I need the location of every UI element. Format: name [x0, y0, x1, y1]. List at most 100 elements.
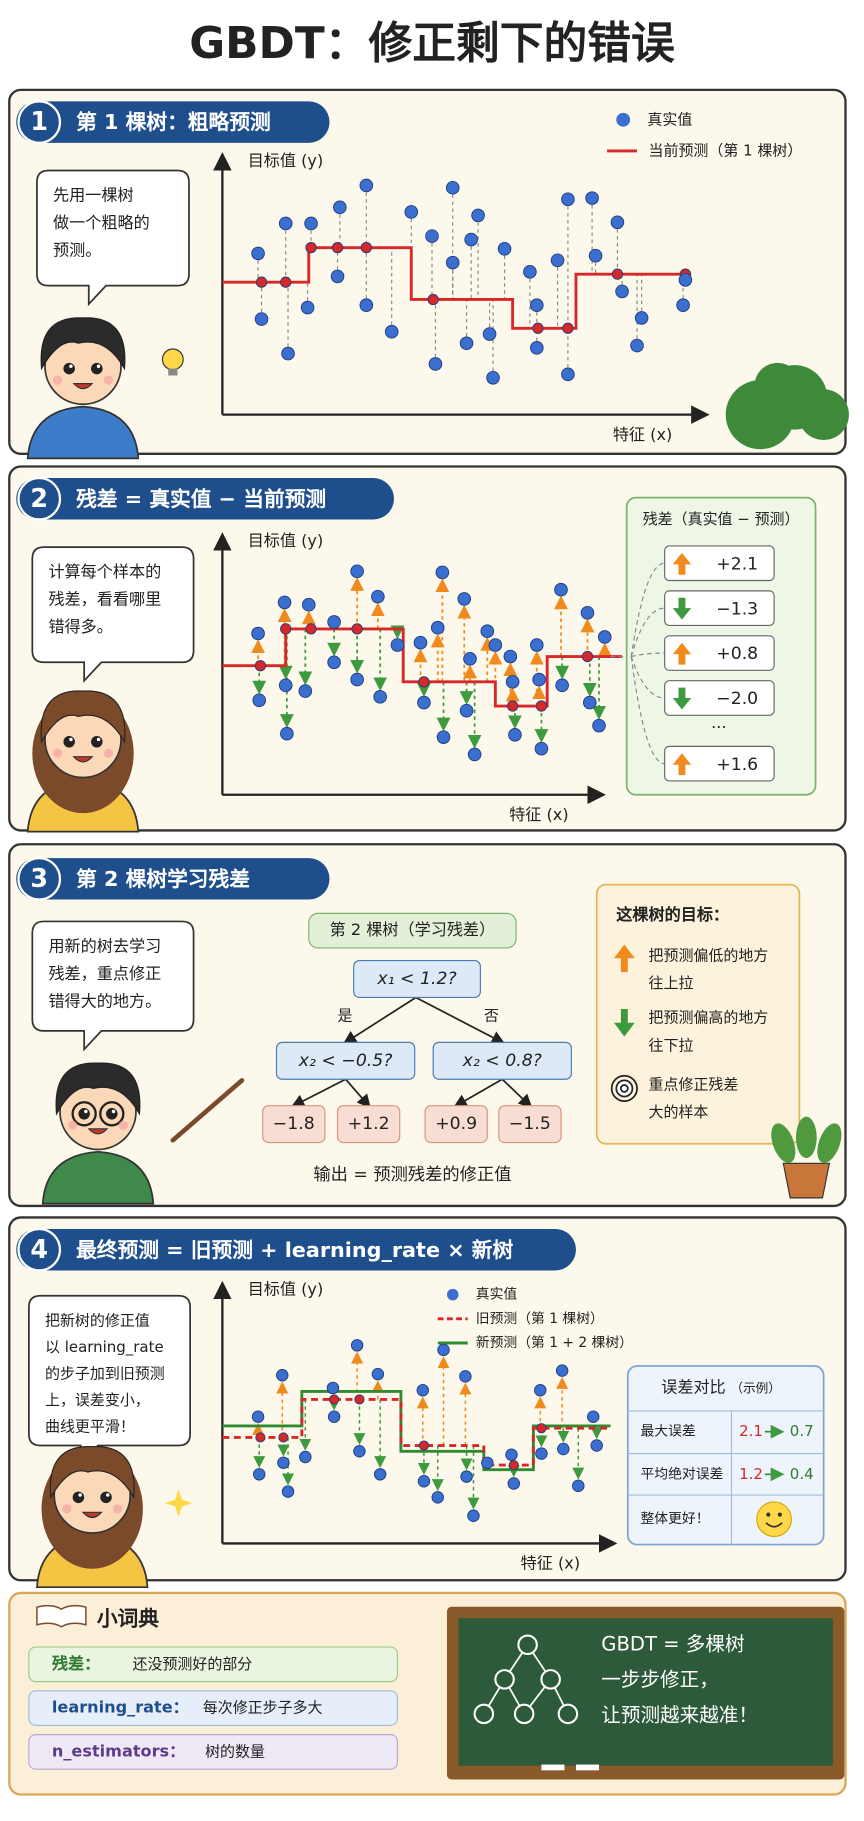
smiley-mouth: [765, 1522, 783, 1528]
point: [530, 298, 544, 313]
blackboard-text: 一步步修正，: [601, 1668, 718, 1691]
point: [305, 241, 317, 254]
up-arrow-icon: [672, 753, 692, 776]
character-cheek: [103, 375, 113, 385]
character-eye: [72, 1491, 85, 1504]
point: [555, 1364, 569, 1377]
point: [416, 1384, 430, 1397]
point: [417, 1474, 431, 1488]
point: [418, 1440, 430, 1451]
leaf-value: −1.8: [273, 1114, 315, 1134]
legend-label: 旧预测（第 1 棵树）: [476, 1310, 604, 1327]
error-before: 2.1: [739, 1422, 763, 1440]
speech-text: 做一个粗略的: [53, 213, 150, 232]
goal-text: 把预测偏低的地方: [649, 946, 769, 964]
point: [404, 205, 419, 219]
character-eye: [91, 362, 103, 375]
section-number-badge: [17, 1227, 62, 1272]
character-body: [41, 1150, 155, 1205]
point: [532, 672, 546, 687]
target-icon: [610, 1074, 638, 1102]
down-arrow-icon: [672, 687, 692, 710]
point: [486, 370, 500, 385]
speech-text: 错得大的地方。: [48, 992, 161, 1011]
blackboard-text: GBDT = 多棵树: [601, 1632, 744, 1655]
point: [554, 582, 568, 597]
section-number: 2: [30, 483, 48, 513]
eye-highlight: [84, 1109, 88, 1114]
point: [278, 216, 293, 231]
point: [251, 626, 265, 641]
residual-value: −1.3: [716, 599, 758, 619]
point: [251, 246, 265, 261]
prediction-step-line: [222, 246, 692, 330]
point: [280, 276, 292, 288]
point: [353, 1445, 366, 1458]
point: [505, 1448, 518, 1461]
tree-edge: [290, 1078, 347, 1108]
target-icon: [615, 1079, 634, 1098]
character-cheek: [112, 1504, 123, 1514]
section-number-badge: [17, 476, 62, 521]
point: [557, 1442, 570, 1456]
book-icon: [36, 1604, 87, 1628]
point: [436, 730, 451, 744]
character-mouth: [72, 756, 94, 763]
tree-edge: [501, 1078, 533, 1109]
point: [354, 1394, 365, 1405]
eye-highlight: [78, 1493, 82, 1497]
table-summary: 整体更好！: [640, 1511, 709, 1527]
glossary-item: [28, 1646, 399, 1683]
speech-text: 把新树的修正值: [45, 1312, 150, 1330]
residual-box-title: 残差（真实值 − 预测）: [643, 510, 800, 528]
point: [327, 655, 341, 670]
residual-connector: [630, 607, 665, 657]
point: [435, 565, 450, 580]
point: [331, 241, 344, 254]
smiley-eye: [766, 1512, 771, 1517]
point: [497, 241, 512, 256]
tree-leaf: [498, 1105, 562, 1144]
tree-edge: [453, 1078, 503, 1108]
goal-text: 往下拉: [649, 1036, 694, 1054]
chalk-node: [494, 1669, 515, 1690]
point: [277, 1456, 290, 1470]
point: [467, 1509, 480, 1522]
point: [588, 248, 603, 263]
chalk: [575, 1764, 600, 1771]
point: [530, 341, 544, 355]
point: [428, 357, 443, 371]
tree-edge: [344, 1078, 371, 1109]
plant-leaf: [771, 1123, 796, 1163]
point: [359, 298, 374, 313]
chalk-node: [517, 1634, 538, 1656]
point: [326, 1381, 340, 1395]
point: [464, 232, 478, 247]
point: [610, 215, 625, 230]
speech-text: 残差，看看哪里: [48, 590, 161, 609]
tree-node-label: x₂ < −0.5?: [298, 1051, 393, 1071]
section-number: 4: [30, 1234, 48, 1264]
goal-title: 这棵树的目标：: [616, 905, 729, 924]
smiley-face: [756, 1501, 792, 1538]
panel: [8, 88, 847, 455]
chalk: [541, 1764, 565, 1771]
smiley-eye: [777, 1512, 782, 1517]
point: [535, 1447, 548, 1460]
point: [418, 676, 430, 688]
legend-dot: [616, 112, 631, 127]
point: [299, 1450, 312, 1464]
point: [488, 638, 503, 652]
point: [281, 346, 295, 361]
residual-connector: [631, 652, 665, 658]
point: [373, 690, 387, 704]
point: [278, 678, 293, 693]
glossary-desc: 树的数量: [205, 1742, 265, 1760]
goal-text: 重点修正残差: [649, 1075, 739, 1093]
residual-value: +2.1: [716, 554, 758, 574]
point: [278, 1432, 289, 1443]
point: [413, 635, 428, 650]
point: [634, 311, 649, 325]
residual-item-box: [664, 545, 775, 582]
error-before: 1.2: [739, 1465, 763, 1483]
